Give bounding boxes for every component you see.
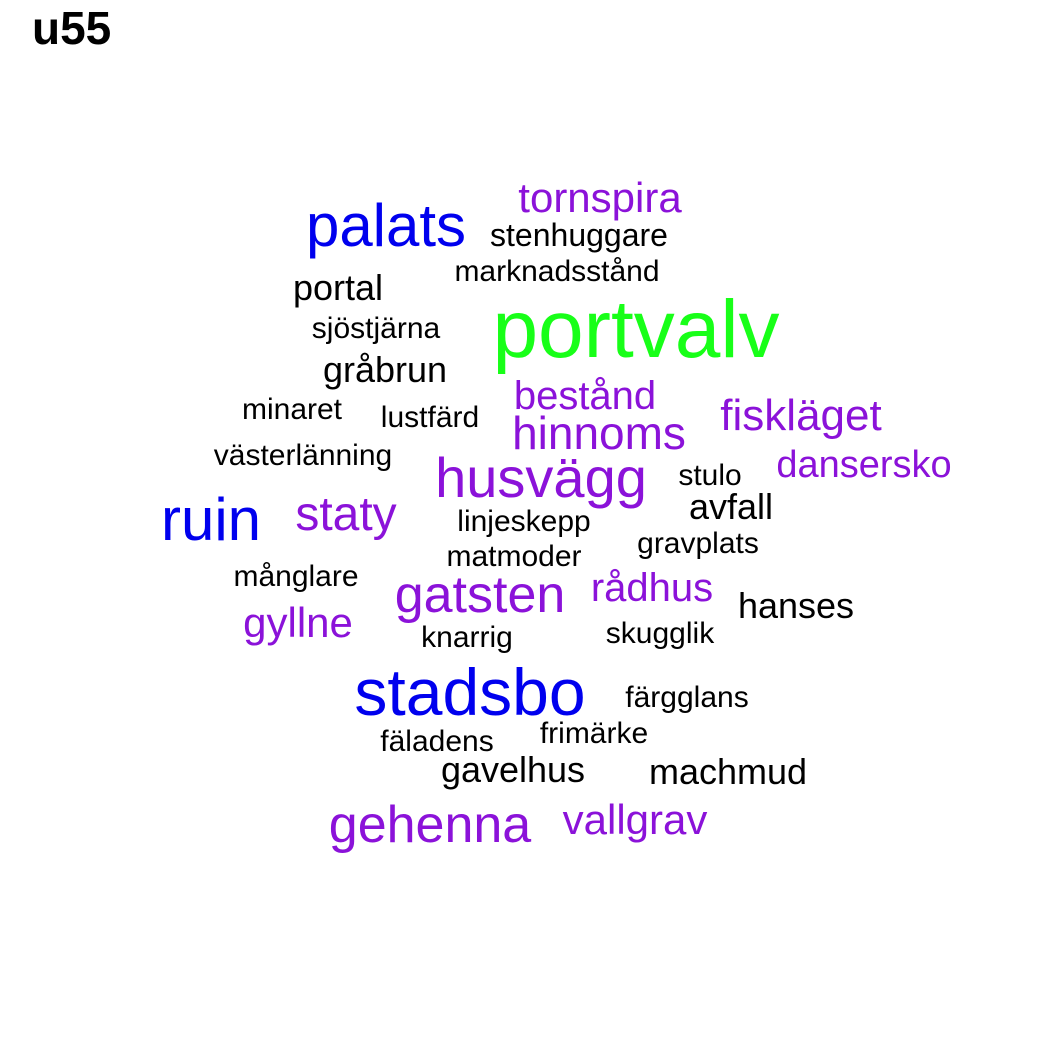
- cloud-word-palats: palats: [305, 192, 467, 259]
- cloud-word-gyllne: gyllne: [243, 599, 353, 646]
- cloud-word-sjöstjärna: sjöstjärna: [311, 312, 441, 345]
- cloud-word-marknadsstånd: marknadsstånd: [454, 255, 660, 288]
- page-title: u55: [32, 2, 112, 54]
- cloud-word-vallgrav: vallgrav: [562, 796, 708, 843]
- cloud-word-gråbrun: gråbrun: [322, 349, 448, 390]
- cloud-word-minaret: minaret: [241, 393, 343, 426]
- cloud-word-månglare: månglare: [233, 560, 359, 593]
- cloud-word-bestånd: bestånd: [513, 374, 657, 418]
- cloud-word-stadsbo: stadsbo: [354, 655, 586, 729]
- cloud-word-portal: portal: [292, 267, 384, 308]
- cloud-word-fiskläget: fiskläget: [720, 391, 882, 440]
- cloud-word-knarrig: knarrig: [421, 621, 513, 654]
- cloud-word-tornspira: tornspira: [518, 174, 682, 221]
- cloud-word-gehenna: gehenna: [328, 796, 532, 854]
- cloud-word-västerlänning: västerlänning: [213, 439, 393, 472]
- cloud-word-hanses: hanses: [737, 585, 855, 626]
- cloud-word-matmoder: matmoder: [446, 540, 582, 573]
- cloud-word-portvalv: portvalv: [492, 284, 780, 375]
- cloud-word-stulo: stulo: [678, 459, 742, 492]
- cloud-word-hinnoms: hinnoms: [512, 407, 686, 459]
- cloud-word-fäladens: fäladens: [380, 725, 494, 758]
- cloud-word-staty: staty: [295, 488, 397, 541]
- cloud-word-husvägg: husvägg: [435, 446, 647, 509]
- cloud-word-avfall: avfall: [688, 486, 774, 527]
- cloud-word-linjeskepp: linjeskepp: [457, 505, 591, 538]
- cloud-word-frimärke: frimärke: [539, 717, 649, 750]
- cloud-word-ruin: ruin: [160, 486, 262, 553]
- cloud-word-machmud: machmud: [648, 751, 808, 792]
- cloud-word-dansersko: dansersko: [776, 444, 952, 486]
- cloud-word-skugglik: skugglik: [605, 617, 715, 650]
- cloud-word-rådhus: rådhus: [590, 566, 714, 610]
- cloud-word-stenhuggare: stenhuggare: [490, 217, 668, 253]
- cloud-word-lustfärd: lustfärd: [380, 401, 480, 434]
- cloud-word-färgglans: färgglans: [625, 681, 749, 714]
- cloud-word-gavelhus: gavelhus: [440, 749, 586, 790]
- cloud-word-gatsten: gatsten: [394, 566, 566, 624]
- cloud-word-gravplats: gravplats: [637, 527, 759, 560]
